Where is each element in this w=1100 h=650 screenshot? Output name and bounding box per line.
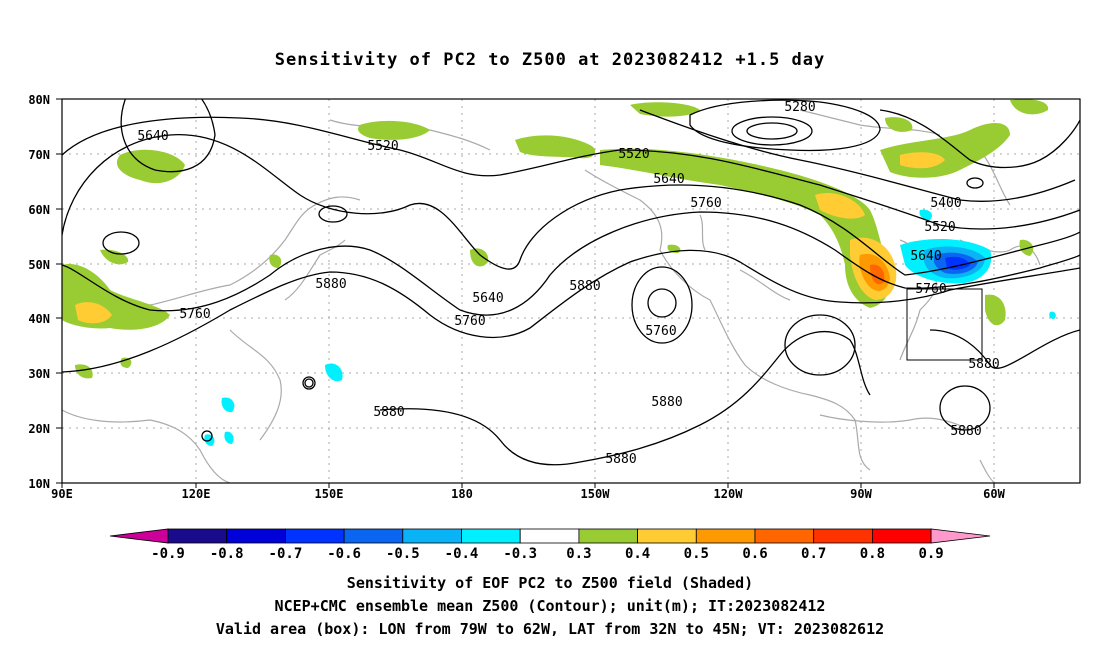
lat-label: 50N (28, 258, 50, 272)
contour-label: 5760 (645, 324, 676, 339)
lon-label: 180 (451, 487, 473, 501)
colorbar-label: 0.9 (918, 546, 943, 562)
axis-ticks (56, 98, 995, 488)
colorbar-swatch (402, 528, 462, 544)
contour-label: 5880 (315, 277, 346, 292)
colorbar-swatch (637, 528, 697, 544)
valid-area-box (906, 288, 983, 361)
colorbar-label: 0.6 (742, 546, 767, 562)
contour-label: 5280 (784, 100, 815, 115)
lat-label: 80N (28, 93, 50, 107)
latitude-labels: 80N 70N 60N 50N 40N 30N 20N 10N (28, 93, 50, 491)
plot-title: Sensitivity of PC2 to Z500 at 2023082412… (274, 50, 826, 70)
lat-label: 60N (28, 203, 50, 217)
contour-label: 5760 (690, 196, 721, 211)
colorbar-label: 0.4 (625, 546, 650, 562)
colorbar-label: 0.7 (801, 546, 826, 562)
colorbar-label: -0.3 (503, 546, 537, 562)
longitude-labels: 90E 120E 150E 180 150W 120W 90W 60W (51, 487, 1005, 501)
contour-label: 5880 (968, 357, 999, 372)
contour-label: 5520 (367, 139, 398, 154)
colorbar-label: 0.5 (684, 546, 709, 562)
colorbar-swatch (578, 528, 639, 544)
colorbar-label: -0.6 (327, 546, 361, 562)
colorbar-swatch (813, 528, 873, 544)
caption-line-3: Valid area (box): LON from 79W to 62W, L… (215, 620, 885, 638)
lon-label: 120E (182, 487, 211, 501)
contour-label: 5880 (950, 424, 981, 439)
colorbar-swatch (167, 528, 228, 544)
colorbar-label: -0.7 (269, 546, 303, 562)
contour-label: 5880 (569, 279, 600, 294)
lat-label: 30N (28, 367, 50, 381)
contour-label: 5640 (653, 172, 684, 187)
lon-label: 150W (581, 487, 611, 501)
colorbar-label: -0.5 (386, 546, 420, 562)
colorbar-label: -0.4 (445, 546, 479, 562)
contour-label: 5880 (605, 452, 636, 467)
contour-label: 5640 (472, 291, 503, 306)
colorbar-swatch (461, 528, 521, 544)
contour-labels: 5280 5640 5520 5520 5400 5640 5520 5760 … (137, 100, 999, 467)
colorbar-swatch (872, 528, 932, 544)
colorbar-low-arrow (109, 528, 169, 544)
lon-label: 60W (983, 487, 1005, 501)
contour-label: 5760 (454, 314, 485, 329)
colorbar-swatch (343, 528, 404, 544)
lon-label: 150E (315, 487, 344, 501)
colorbar-swatch (754, 528, 815, 544)
colorbar-swatch (519, 528, 580, 544)
contour-label: 5760 (179, 307, 210, 322)
contour-label: 5880 (373, 405, 404, 420)
shaded-sensitivity (62, 99, 1056, 446)
contour-label: 5880 (651, 395, 682, 410)
map-frame (61, 98, 1081, 484)
z500-contours (62, 99, 1080, 466)
colorbar-swatch (695, 528, 756, 544)
colorbar-label: 0.3 (566, 546, 591, 562)
caption-line-2: NCEP+CMC ensemble mean Z500 (Contour); u… (274, 597, 826, 615)
colorbar-label: -0.8 (210, 546, 244, 562)
lon-label: 90E (51, 487, 73, 501)
colorbar-swatch (226, 528, 286, 544)
lon-label: 90W (850, 487, 872, 501)
lat-label: 10N (28, 477, 50, 491)
colorbar-label: 0.8 (860, 546, 885, 562)
lat-label: 70N (28, 148, 50, 162)
colorbar-label: -0.9 (151, 546, 185, 562)
colorbar-swatch (284, 528, 345, 544)
contour-label: 5520 (618, 147, 649, 162)
lat-label: 40N (28, 312, 50, 326)
lon-label: 120W (714, 487, 744, 501)
contour-label: 5760 (915, 282, 946, 297)
contour-label: 5640 (910, 249, 941, 264)
caption-line-1: Sensitivity of EOF PC2 to Z500 field (Sh… (346, 574, 754, 592)
contour-label: 5640 (137, 129, 168, 144)
contour-label: 5400 (930, 196, 961, 211)
colorbar: -0.9 -0.8 -0.7 -0.6 -0.5 -0.4 -0.3 0.3 0.4 0.5 0.6… (109, 528, 991, 562)
contour-label: 5520 (924, 220, 955, 235)
colorbar-high-arrow (930, 528, 991, 544)
lat-label: 20N (28, 422, 50, 436)
